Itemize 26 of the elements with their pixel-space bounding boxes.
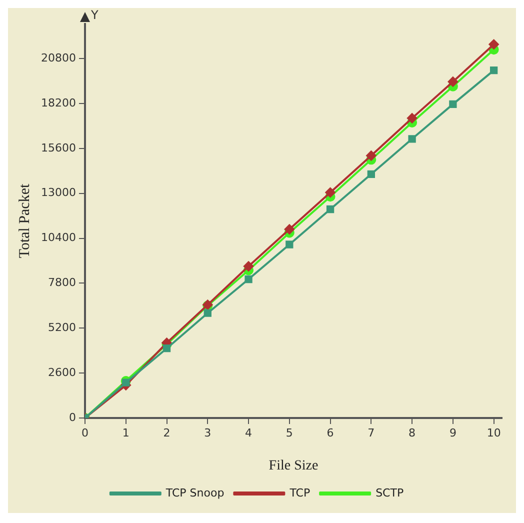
- y-tick-label: 10400: [40, 231, 76, 244]
- x-tick-label: 4: [245, 426, 252, 440]
- x-tick-label: 2: [163, 426, 170, 440]
- text: Y: [90, 8, 99, 22]
- legend-label: TCP: [288, 486, 310, 500]
- x-tick-label: 5: [286, 426, 293, 440]
- x-tick-label: 6: [326, 426, 334, 440]
- y-tick-label: 13000: [40, 186, 76, 200]
- x-tick-label: 9: [449, 426, 456, 440]
- x-axis-title: File Size: [268, 458, 318, 474]
- y-tick-label: 0: [68, 410, 76, 424]
- x-tick-label: 0: [81, 426, 88, 440]
- y-tick-label: 18200: [40, 96, 76, 110]
- x-tick-label: 7: [368, 426, 375, 440]
- legend-label: SCTP: [376, 486, 404, 500]
- x-tick-label: 10: [486, 426, 501, 440]
- y-tick-label: 15600: [40, 141, 76, 154]
- x-tick-label: 3: [204, 426, 212, 440]
- legend-label: TCP Snoop: [164, 486, 224, 500]
- y-axis-title: Total Packet: [16, 183, 33, 258]
- x-tick-label: 1: [122, 426, 130, 440]
- y-tick-label: 7800: [48, 276, 76, 290]
- y-tick-label: 2600: [48, 366, 76, 379]
- x-tick-label: 8: [408, 426, 416, 440]
- y-tick-label: 20800: [40, 51, 76, 64]
- y-tick-label: 5200: [48, 321, 76, 334]
